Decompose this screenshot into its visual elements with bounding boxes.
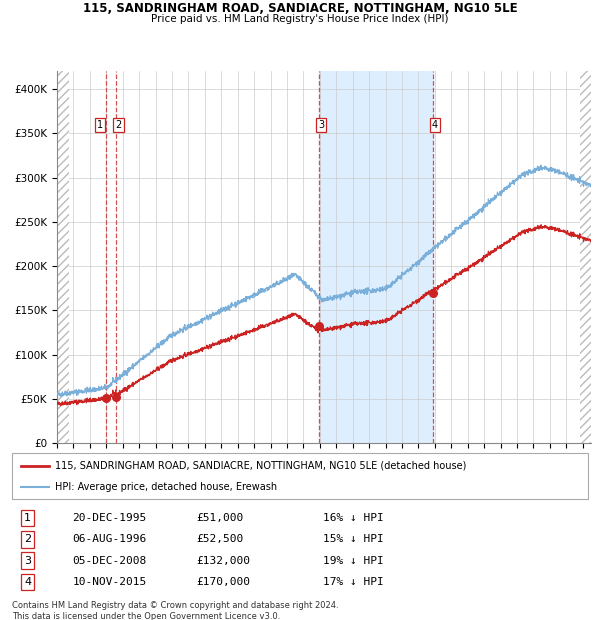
Text: £170,000: £170,000 [196,577,250,587]
Text: 20-DEC-1995: 20-DEC-1995 [73,513,147,523]
Text: 3: 3 [318,120,324,130]
Text: 10-NOV-2015: 10-NOV-2015 [73,577,147,587]
Text: 1: 1 [97,120,103,130]
Text: 2: 2 [24,534,31,544]
Text: 115, SANDRINGHAM ROAD, SANDIACRE, NOTTINGHAM, NG10 5LE: 115, SANDRINGHAM ROAD, SANDIACRE, NOTTIN… [83,2,517,15]
Text: £52,500: £52,500 [196,534,244,544]
Text: HPI: Average price, detached house, Erewash: HPI: Average price, detached house, Erew… [55,482,277,492]
Text: £51,000: £51,000 [196,513,244,523]
Text: 17% ↓ HPI: 17% ↓ HPI [323,577,384,587]
Text: Contains HM Land Registry data © Crown copyright and database right 2024.
This d: Contains HM Land Registry data © Crown c… [12,601,338,620]
Text: 06-AUG-1996: 06-AUG-1996 [73,534,147,544]
Text: 2: 2 [115,120,122,130]
Text: £132,000: £132,000 [196,556,250,565]
Text: 3: 3 [24,556,31,565]
Text: Price paid vs. HM Land Registry's House Price Index (HPI): Price paid vs. HM Land Registry's House … [151,14,449,24]
Bar [319,71,433,443]
Text: 15% ↓ HPI: 15% ↓ HPI [323,534,384,544]
Text: 05-DEC-2008: 05-DEC-2008 [73,556,147,565]
Text: 115, SANDRINGHAM ROAD, SANDIACRE, NOTTINGHAM, NG10 5LE (detached house): 115, SANDRINGHAM ROAD, SANDIACRE, NOTTIN… [55,461,467,471]
FancyBboxPatch shape [12,453,588,499]
Text: 4: 4 [24,577,31,587]
Text: 16% ↓ HPI: 16% ↓ HPI [323,513,384,523]
Text: 1: 1 [24,513,31,523]
Text: 19% ↓ HPI: 19% ↓ HPI [323,556,384,565]
Text: 4: 4 [432,120,438,130]
